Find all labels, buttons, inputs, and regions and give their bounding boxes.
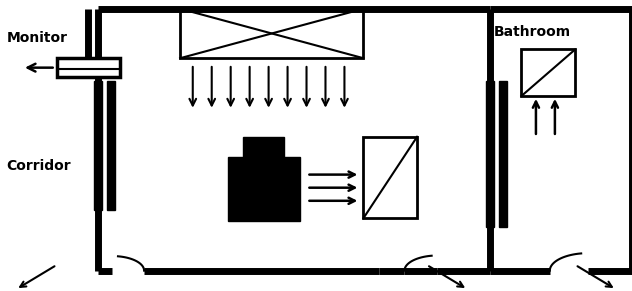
- Text: Bathroom: Bathroom: [494, 25, 571, 39]
- Bar: [499, 81, 507, 227]
- Bar: [180, 9, 363, 58]
- Bar: [94, 81, 102, 210]
- Bar: [57, 58, 120, 77]
- Bar: [107, 81, 115, 210]
- Bar: [228, 157, 300, 221]
- Bar: [243, 137, 284, 157]
- Bar: [486, 81, 494, 227]
- Bar: [521, 49, 575, 96]
- Bar: [363, 137, 417, 218]
- Text: Monitor: Monitor: [6, 31, 68, 45]
- Text: Corridor: Corridor: [6, 159, 71, 173]
